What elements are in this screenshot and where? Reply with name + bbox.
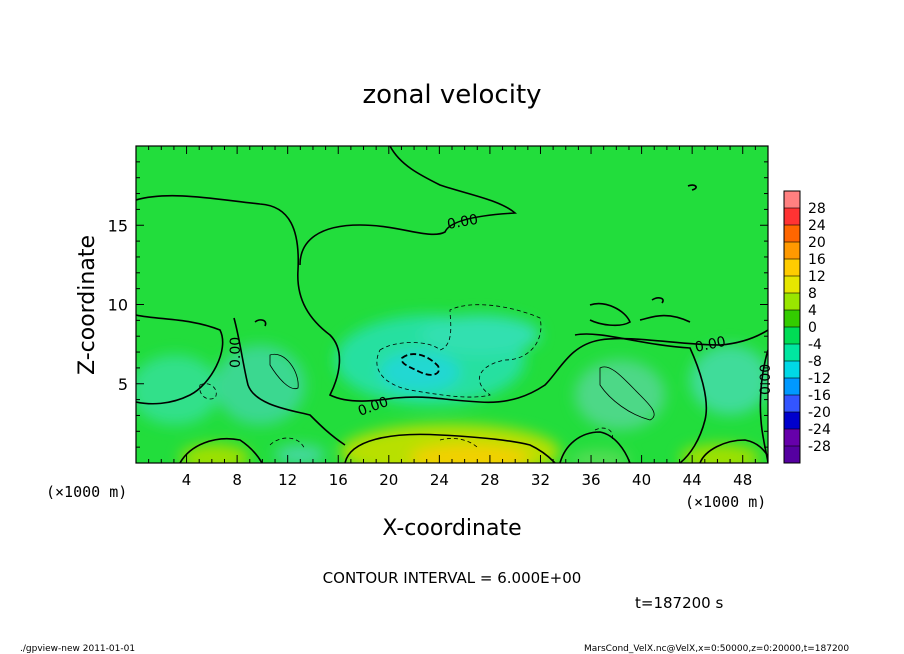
colorbar-swatch <box>784 395 800 413</box>
y-tick-label: 15 <box>108 216 128 235</box>
colorbar-swatch <box>784 446 800 464</box>
colorbar-label: -28 <box>808 439 831 455</box>
plot-area <box>136 146 768 463</box>
colorbar-label: 24 <box>808 218 826 234</box>
x-tick-label: 4 <box>182 471 192 489</box>
colorbar-label: 20 <box>808 235 826 251</box>
colorbar-swatch <box>784 344 800 362</box>
time-label: t=187200 s <box>635 594 723 612</box>
y-axis-unit: (×1000 m) <box>46 483 127 501</box>
colorbar-label: -12 <box>808 371 831 387</box>
colorbar-swatch <box>784 191 800 209</box>
x-tick-label: 32 <box>531 471 550 489</box>
x-tick-label: 44 <box>683 471 702 489</box>
colorbar-label: 4 <box>808 303 817 319</box>
x-tick-label: 36 <box>581 471 600 489</box>
colorbar-label: -8 <box>808 354 822 370</box>
y-axis: 5 10 15 <box>108 161 768 448</box>
x-tick-label: 24 <box>430 471 449 489</box>
contour-label: 0.00 <box>228 337 244 368</box>
colorbar-swatch <box>784 412 800 430</box>
colorbar-label: -16 <box>808 388 831 404</box>
y-tick-label: 10 <box>108 296 128 315</box>
contour-label: 0.00 <box>694 334 728 356</box>
x-tick-label: 40 <box>632 471 651 489</box>
x-tick-label: 28 <box>480 471 499 489</box>
colorbar-label: 28 <box>808 201 826 217</box>
x-tick-label: 20 <box>379 471 398 489</box>
colorbar-swatch <box>784 378 800 396</box>
contour-label: 0.00 <box>446 212 479 233</box>
x-tick-label: 8 <box>232 471 242 489</box>
y-axis-label: Z-coordinate <box>75 235 100 375</box>
colorbar-swatch <box>784 327 800 345</box>
x-axis-label: X-coordinate <box>382 516 521 541</box>
chart-title: zonal velocity <box>362 80 541 110</box>
colorbar-swatch <box>784 242 800 260</box>
colorbar-swatch <box>784 225 800 243</box>
y-tick-label: 5 <box>118 375 128 394</box>
colorbar-label: -20 <box>808 405 831 421</box>
colorbar-swatch <box>784 310 800 328</box>
x-tick-label: 48 <box>733 471 752 489</box>
contour-lines <box>136 146 768 463</box>
colorbar-label: -24 <box>808 422 831 438</box>
x-tick-label: 12 <box>278 471 297 489</box>
colorbar-label: 0 <box>808 320 817 336</box>
contour-label: 0.00 <box>758 364 774 395</box>
colorbar-swatch <box>784 429 800 447</box>
colorbar-swatch <box>784 208 800 226</box>
colorbar-label: 12 <box>808 269 826 285</box>
footer-right: MarsCond_VelX.nc@VelX,x=0:50000,z=0:2000… <box>584 644 849 654</box>
footer-left: ./gpview-new 2011-01-01 <box>20 644 135 654</box>
x-tick-label: 16 <box>329 471 348 489</box>
colorbar-swatch <box>784 276 800 294</box>
colorbar-label: 8 <box>808 286 817 302</box>
colorbar-swatch <box>784 259 800 277</box>
colorbar-swatch <box>784 361 800 379</box>
x-axis-unit: (×1000 m) <box>685 493 766 511</box>
colorbar-swatch <box>784 293 800 311</box>
contour-interval-label: CONTOUR INTERVAL = 6.000E+00 <box>323 569 582 587</box>
colorbar-label: -4 <box>808 337 822 353</box>
x-axis: 4 8 12 16 20 24 28 32 36 40 44 48 <box>148 146 756 489</box>
colorbar-label: 16 <box>808 252 826 268</box>
